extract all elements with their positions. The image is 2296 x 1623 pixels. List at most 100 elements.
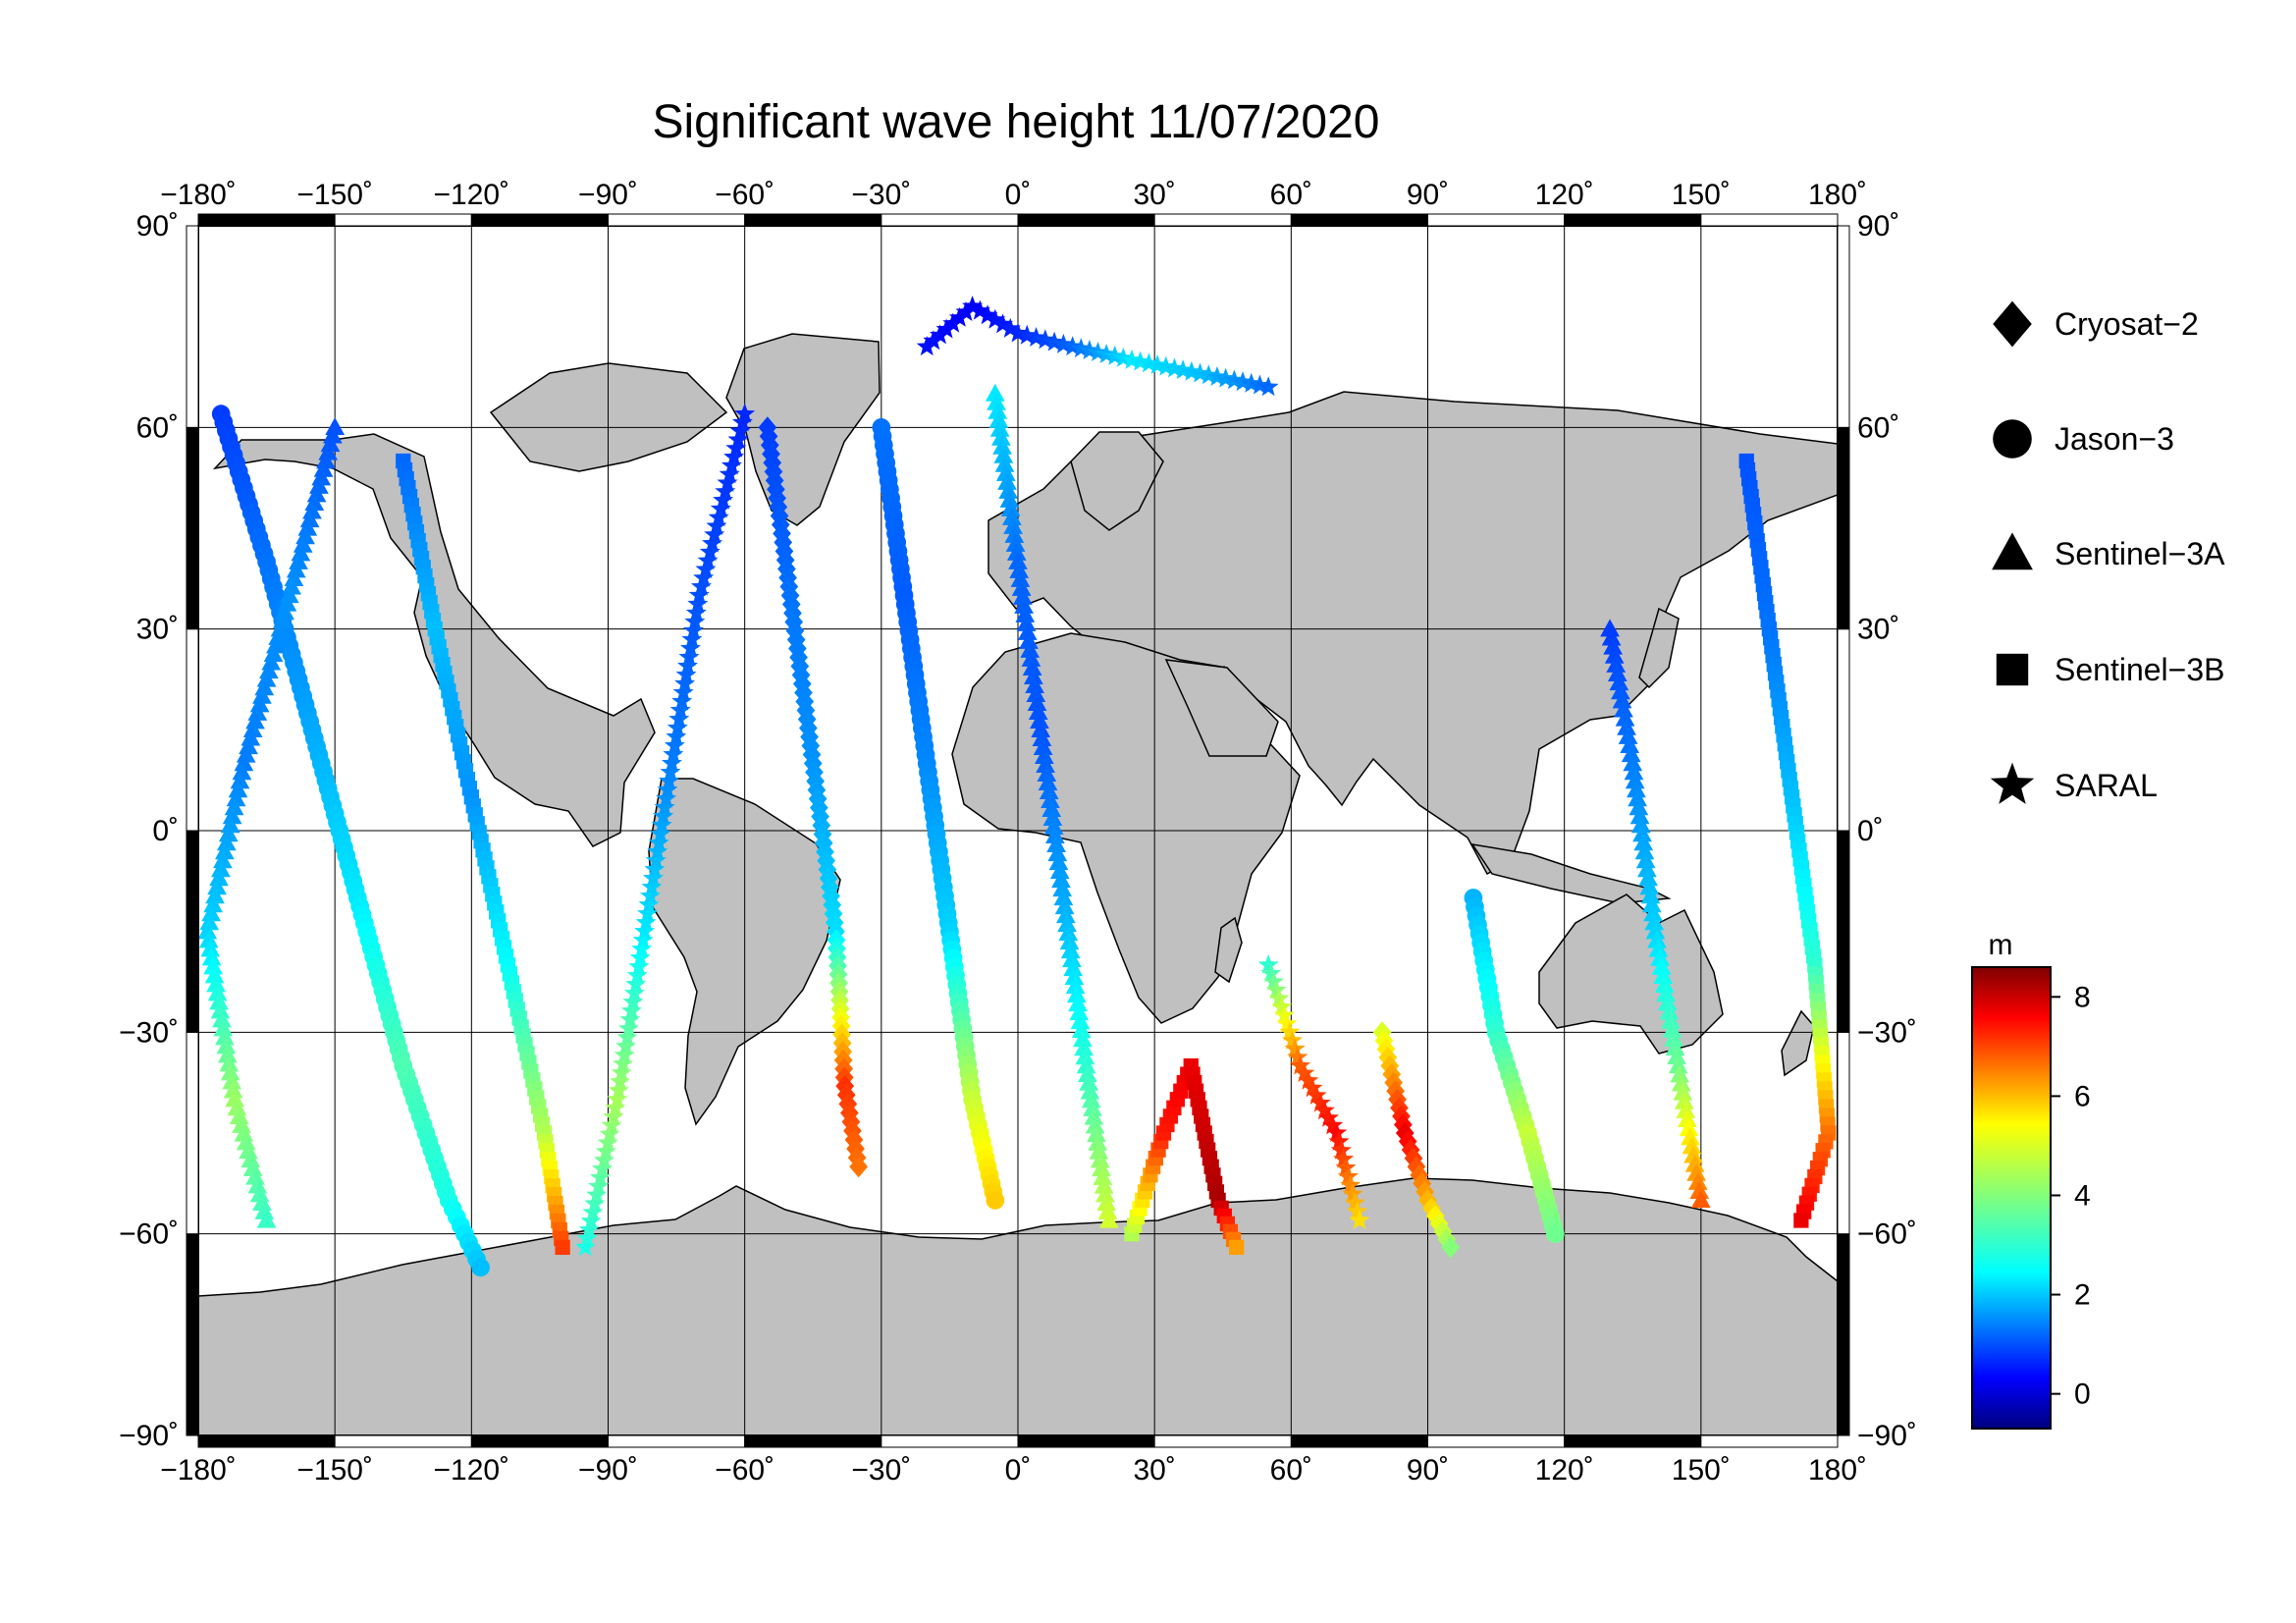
lon-tick-label-top: 180˚ bbox=[1808, 179, 1867, 211]
frame-bar-right bbox=[1837, 830, 1850, 1033]
track-marker bbox=[657, 779, 678, 799]
frame-bar-top bbox=[1290, 213, 1429, 227]
track-marker bbox=[725, 437, 747, 458]
track-jason-3 bbox=[1464, 889, 1565, 1244]
track-marker bbox=[1441, 1236, 1461, 1259]
lon-tick-label-bottom: 30˚ bbox=[1133, 1454, 1175, 1487]
track-marker bbox=[1010, 569, 1031, 587]
track-marker bbox=[650, 823, 671, 843]
track-marker bbox=[1053, 888, 1074, 906]
lat-tick-label-left: 0˚ bbox=[152, 815, 179, 847]
track-marker bbox=[1665, 1038, 1685, 1055]
track-marker bbox=[1333, 1148, 1355, 1168]
track-marker bbox=[1039, 782, 1059, 800]
track-marker bbox=[1606, 654, 1627, 673]
track-marker bbox=[955, 300, 977, 321]
track-marker bbox=[1268, 988, 1290, 1008]
track-marker bbox=[1681, 1127, 1700, 1146]
track-marker bbox=[697, 550, 719, 570]
track-marker bbox=[1607, 664, 1628, 681]
track-marker bbox=[1263, 970, 1285, 991]
track-marker bbox=[706, 514, 727, 535]
track-marker bbox=[603, 1106, 624, 1126]
track-marker bbox=[605, 1097, 626, 1117]
lon-tick-label-top: 120˚ bbox=[1535, 179, 1594, 211]
track-marker bbox=[1092, 1159, 1111, 1177]
lon-tick-label-top: 0˚ bbox=[1005, 179, 1032, 211]
track-marker bbox=[719, 463, 740, 484]
track-marker bbox=[219, 1054, 240, 1072]
track-marker bbox=[599, 1123, 620, 1144]
frame-bar-bottom bbox=[334, 1434, 472, 1448]
track-marker bbox=[222, 1071, 242, 1090]
track-marker bbox=[999, 317, 1021, 338]
frame-bar-top bbox=[1564, 213, 1702, 227]
lon-tick-label-bottom: −150˚ bbox=[296, 1454, 373, 1487]
track-marker bbox=[199, 912, 220, 931]
track-marker bbox=[226, 788, 246, 807]
track-marker bbox=[1015, 605, 1036, 622]
track-marker bbox=[1036, 755, 1055, 774]
track-marker bbox=[1281, 1029, 1304, 1050]
track-marker bbox=[1349, 1209, 1370, 1229]
track-marker bbox=[1287, 1046, 1308, 1066]
lat-tick-label-right: 30˚ bbox=[1857, 614, 1899, 646]
lat-tick-label-left: 90˚ bbox=[136, 210, 179, 243]
track-marker bbox=[988, 401, 1008, 419]
track-marker bbox=[1687, 1171, 1708, 1190]
track-marker bbox=[1621, 744, 1641, 763]
chart-title: Significant wave height 11/07/2020 bbox=[653, 96, 1380, 148]
track-marker bbox=[994, 454, 1015, 472]
track-marker bbox=[710, 498, 731, 518]
lat-tick-label-left: −30˚ bbox=[119, 1016, 179, 1049]
lon-tick-label-bottom: 90˚ bbox=[1407, 1454, 1449, 1487]
track-marker bbox=[1034, 746, 1054, 765]
track-marker bbox=[608, 1079, 629, 1100]
track-marker bbox=[1302, 1077, 1323, 1098]
madagascar-land bbox=[1214, 916, 1243, 984]
track-marker bbox=[1625, 771, 1645, 789]
track-marker bbox=[1676, 1100, 1696, 1118]
track-marker bbox=[576, 1227, 598, 1248]
frame-bar-top bbox=[1153, 213, 1292, 227]
lon-tick-label-top: −120˚ bbox=[434, 179, 510, 211]
frame-bar-bottom bbox=[881, 1434, 1019, 1448]
track-marker bbox=[1647, 930, 1667, 948]
track-marker bbox=[647, 840, 668, 861]
track-marker bbox=[668, 708, 690, 729]
track-marker bbox=[1075, 1047, 1095, 1065]
track-marker bbox=[675, 664, 697, 684]
track-marker bbox=[239, 1141, 258, 1160]
track-marker bbox=[1080, 1081, 1100, 1100]
track-marker bbox=[674, 673, 696, 693]
track-marker bbox=[1047, 843, 1068, 862]
track-marker bbox=[1633, 833, 1654, 851]
track-marker bbox=[1000, 498, 1021, 516]
track-marker bbox=[1628, 788, 1647, 807]
track-marker bbox=[1009, 561, 1030, 578]
colorbar-tick-label: 4 bbox=[2074, 1179, 2091, 1212]
map-panel: −180˚ −180˚ −150˚ −150˚ −120˚ −120˚ −90˚ −90˚ −6… bbox=[119, 179, 1917, 1487]
track-marker bbox=[1326, 1121, 1348, 1142]
track-marker bbox=[688, 584, 710, 605]
track-marker bbox=[1054, 896, 1075, 915]
legend-label: Jason−3 bbox=[2055, 421, 2174, 457]
japan-land bbox=[1638, 607, 1680, 689]
track-marker bbox=[1422, 1197, 1441, 1219]
legend-item-triangle: Sentinel−3A bbox=[1992, 532, 2225, 571]
track-marker bbox=[213, 1018, 234, 1037]
track-marker bbox=[1041, 790, 1060, 809]
track-marker bbox=[666, 726, 687, 746]
track-marker bbox=[1645, 921, 1666, 940]
frame-bar-top bbox=[744, 213, 882, 227]
track-marker bbox=[1083, 1099, 1102, 1116]
track-marker bbox=[1328, 1130, 1350, 1151]
lon-tick-label-top: −60˚ bbox=[715, 179, 774, 211]
track-marker bbox=[1011, 578, 1032, 596]
track-marker bbox=[1330, 1139, 1352, 1160]
track-marker bbox=[721, 455, 742, 475]
track-marker bbox=[1609, 673, 1629, 691]
track-marker bbox=[1081, 1090, 1101, 1109]
track-marker bbox=[991, 427, 1011, 446]
frame-bar-bottom bbox=[1700, 1434, 1839, 1448]
